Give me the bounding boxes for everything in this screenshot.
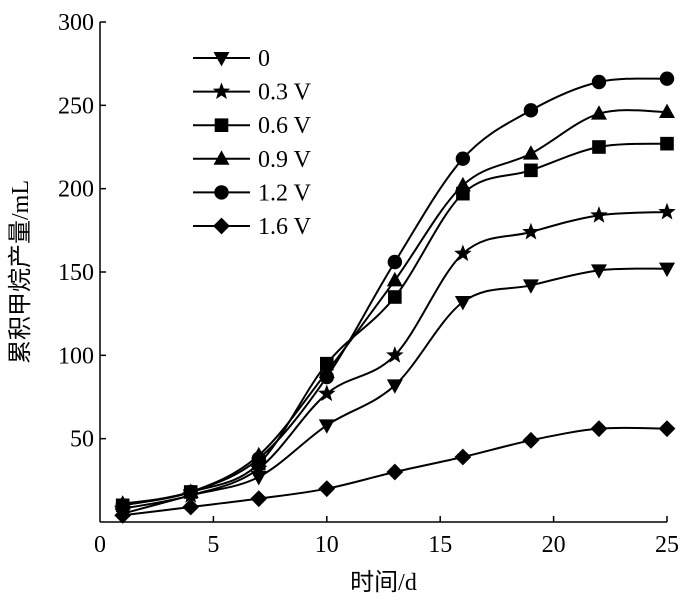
star-marker [454,244,472,262]
square-marker [214,118,229,132]
triangle-up-marker [590,105,607,120]
legend-label: 1.6 V [258,214,312,240]
square-marker [660,136,674,151]
legend-label: 0.9 V [258,147,312,173]
diamond-marker [590,420,608,438]
y-tick-label: 250 [58,93,94,119]
legend: 0 0.3 V 0.6 V 0.9 V 1.2 V 1.6 V [193,46,312,240]
triangle-up-marker [386,271,403,287]
legend-entry: 1.6 V [193,214,312,240]
x-tick-label: 0 [94,532,106,558]
triangle-down-marker [590,264,607,279]
square-marker [388,290,402,304]
diamond-marker [182,498,200,516]
x-axis-title: 时间/d [350,569,417,596]
triangle-down-marker [318,419,335,434]
diamond-marker [213,217,230,235]
x-tick-label: 20 [542,532,566,558]
star-marker [386,346,404,363]
diamond-marker [250,490,268,508]
series-layer [113,71,676,524]
star-marker [590,206,608,223]
star-marker [318,384,336,402]
circle-marker [183,484,198,500]
triangle-up-marker [522,145,539,160]
legend-label: 0.3 V [258,80,312,106]
legend-entry: 0 [193,46,270,72]
star-marker [212,82,231,100]
star-marker [658,202,676,220]
x-tick-label: 10 [315,532,339,558]
legend-entry: 0.9 V [193,147,312,173]
diamond-marker [318,480,336,498]
triangle-up-marker [659,103,675,118]
legend-label: 1.2 V [258,180,312,206]
triangle-up-marker [213,150,230,165]
triangle-down-marker [522,279,539,294]
series-5 [114,420,676,524]
series-3 [114,103,675,510]
series-line [122,109,668,505]
square-marker [592,140,606,154]
circle-marker [455,151,471,166]
square-marker [524,163,538,178]
series-4 [115,71,675,513]
y-tick-label: 300 [58,10,94,36]
circle-marker [251,451,266,466]
legend-label: 0.6 V [258,113,312,139]
diamond-marker [658,420,676,438]
series-line [122,142,668,507]
y-tick-label: 200 [58,177,94,203]
diamond-marker [454,448,472,466]
legend-entry: 0.6 V [193,113,312,139]
circle-marker [523,103,539,118]
triangle-down-marker [386,379,403,394]
legend-label: 0 [258,46,270,72]
x-tick-label: 5 [207,532,219,558]
star-marker [522,222,540,240]
triangle-down-marker [659,262,675,278]
circle-marker [115,498,130,513]
y-tick-label: 50 [70,427,94,453]
triangle-down-marker [454,296,471,311]
x-tick-label: 25 [655,532,679,558]
axes: 0 5 10 15 20 25 50 100 150 200 250 300 [58,10,679,558]
diamond-marker [386,463,404,481]
legend-entry: 0.3 V [193,80,312,106]
diamond-marker [114,506,132,524]
x-tick-label: 15 [428,532,452,558]
y-axis-title: 累积甲烷产量/mL [7,180,34,364]
circle-marker [319,369,334,385]
y-tick-label: 100 [58,343,94,369]
triangle-down-marker [213,52,230,67]
circle-marker [387,254,403,270]
legend-entry: 1.2 V [193,180,312,206]
circle-marker [214,185,229,200]
diamond-marker [522,431,540,449]
circle-marker [659,71,675,86]
y-tick-label: 150 [58,260,94,286]
triangle-up-marker [454,176,471,192]
circle-marker [591,74,607,90]
